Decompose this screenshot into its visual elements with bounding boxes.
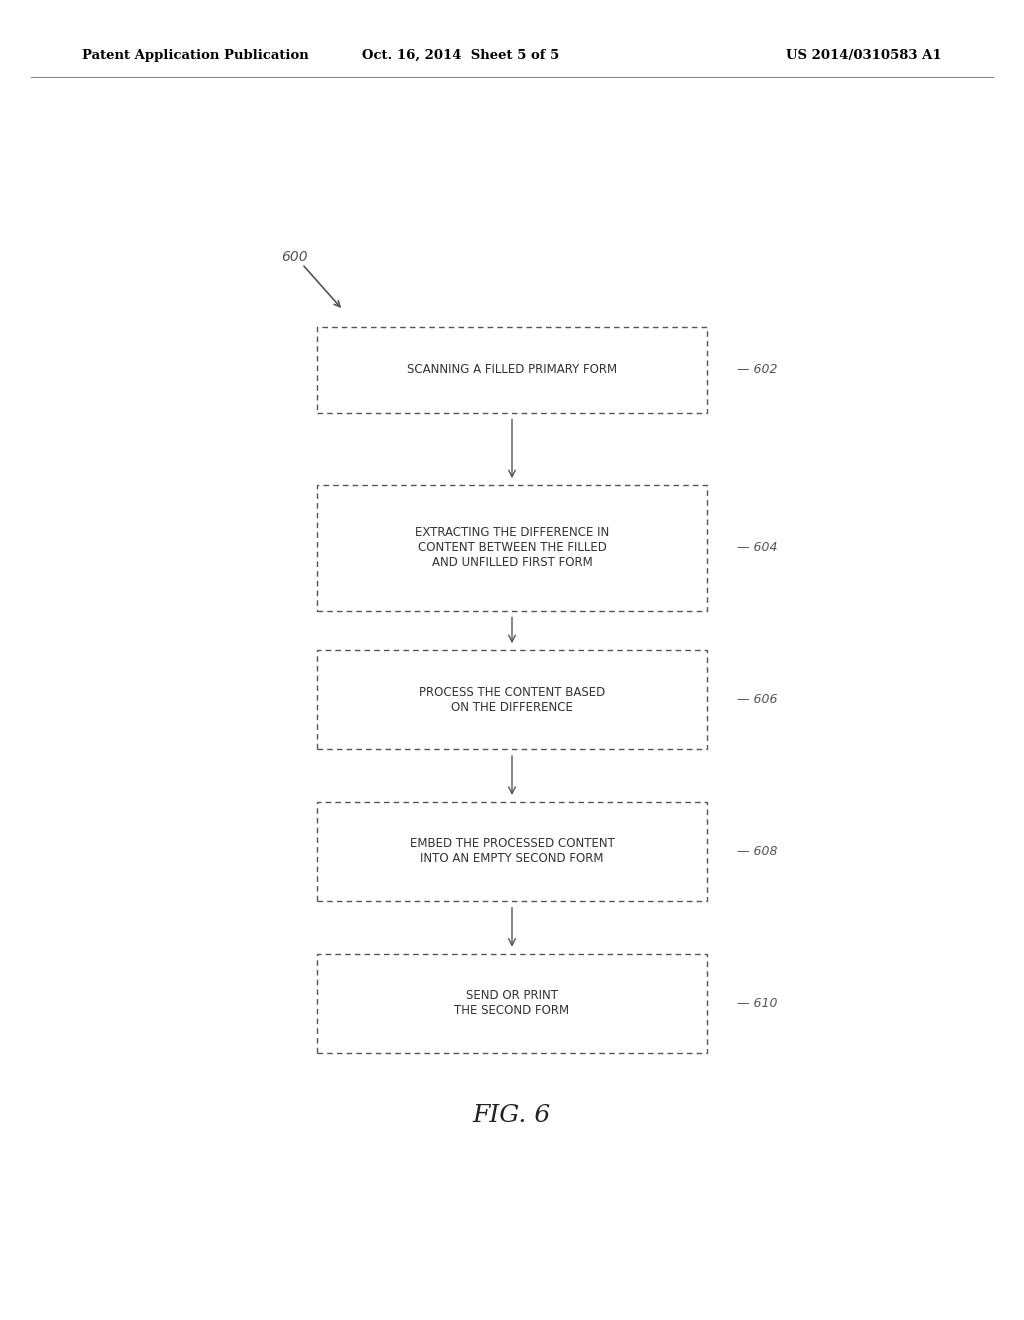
Text: US 2014/0310583 A1: US 2014/0310583 A1: [786, 49, 942, 62]
Text: FIG. 6: FIG. 6: [473, 1104, 551, 1127]
Text: — 608: — 608: [737, 845, 778, 858]
FancyBboxPatch shape: [317, 651, 707, 750]
Text: SCANNING A FILLED PRIMARY FORM: SCANNING A FILLED PRIMARY FORM: [407, 363, 617, 376]
FancyBboxPatch shape: [317, 327, 707, 412]
Text: PROCESS THE CONTENT BASED
ON THE DIFFERENCE: PROCESS THE CONTENT BASED ON THE DIFFERE…: [419, 685, 605, 714]
Text: 600: 600: [282, 251, 308, 264]
Text: — 604: — 604: [737, 541, 778, 554]
FancyBboxPatch shape: [317, 486, 707, 610]
FancyBboxPatch shape: [317, 801, 707, 900]
Text: SEND OR PRINT
THE SECOND FORM: SEND OR PRINT THE SECOND FORM: [455, 989, 569, 1018]
Text: Patent Application Publication: Patent Application Publication: [82, 49, 308, 62]
Text: EMBED THE PROCESSED CONTENT
INTO AN EMPTY SECOND FORM: EMBED THE PROCESSED CONTENT INTO AN EMPT…: [410, 837, 614, 866]
Text: — 610: — 610: [737, 997, 778, 1010]
Text: Oct. 16, 2014  Sheet 5 of 5: Oct. 16, 2014 Sheet 5 of 5: [362, 49, 559, 62]
FancyBboxPatch shape: [317, 953, 707, 1053]
Text: EXTRACTING THE DIFFERENCE IN
CONTENT BETWEEN THE FILLED
AND UNFILLED FIRST FORM: EXTRACTING THE DIFFERENCE IN CONTENT BET…: [415, 527, 609, 569]
Text: — 602: — 602: [737, 363, 778, 376]
Text: — 606: — 606: [737, 693, 778, 706]
